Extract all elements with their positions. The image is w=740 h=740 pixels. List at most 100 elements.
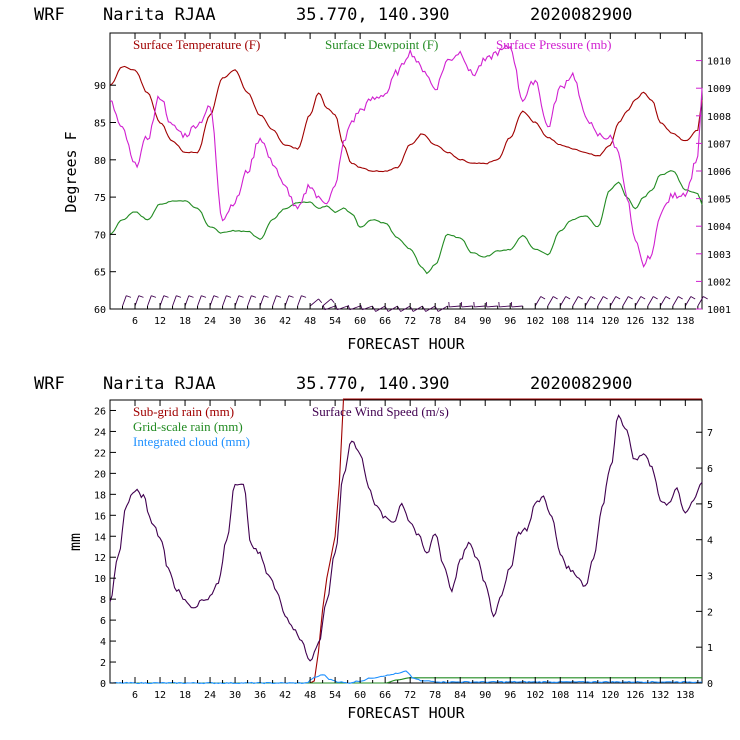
wind-barb-staff xyxy=(172,295,177,307)
panel2-model: WRF xyxy=(34,374,65,394)
wind-barb-flag xyxy=(330,298,335,304)
y-tick-label-75: 75 xyxy=(94,193,106,204)
legend-integrated-cloud: Integrated cloud (mm) xyxy=(133,434,250,449)
wind-barb-staff xyxy=(622,296,629,307)
wind-barb-staff xyxy=(449,305,461,308)
y2-tick-label-1005: 1005 xyxy=(707,195,731,206)
series-line-surface-temperature-f xyxy=(109,65,703,173)
x-tick-label-66: 66 xyxy=(379,316,391,327)
y-tick-label-60: 60 xyxy=(94,305,106,316)
panel1-ylabel: Degrees F xyxy=(62,131,80,212)
x-tick-label-54: 54 xyxy=(329,690,341,701)
y-tick-label-0: 0 xyxy=(100,679,106,690)
x-tick-label-6: 6 xyxy=(132,316,138,327)
y2-tick-label-2: 2 xyxy=(707,607,713,618)
wind-barb-flag xyxy=(640,296,646,300)
panel2-station: Narita RJAA xyxy=(103,374,216,394)
x-tick-label-120: 120 xyxy=(601,316,619,327)
x-tick-label-12: 12 xyxy=(154,316,166,327)
y-tick-label-18: 18 xyxy=(94,490,106,501)
wind-barb-flag xyxy=(151,295,157,298)
wind-barb-flag xyxy=(360,304,363,310)
wind-barb-flag xyxy=(553,296,558,300)
wind-barb-staff xyxy=(511,305,523,308)
x-tick-label-138: 138 xyxy=(676,316,694,327)
x-tick-label-12: 12 xyxy=(154,690,166,701)
wind-barb-flag xyxy=(628,296,633,300)
wind-barb-staff xyxy=(209,295,215,307)
wind-barb-staff xyxy=(234,295,240,307)
x-tick-label-102: 102 xyxy=(526,690,544,701)
x-tick-label-114: 114 xyxy=(576,690,594,701)
wind-barb-staff xyxy=(375,305,386,312)
y2-tick-label-1008: 1008 xyxy=(707,112,731,123)
wind-barb-flag xyxy=(665,296,671,300)
x-tick-label-6: 6 xyxy=(132,690,138,701)
legend-surface-pressure: Surface Pressure (mb) xyxy=(496,37,612,52)
wind-barb-staff xyxy=(272,295,277,307)
y-tick-label-16: 16 xyxy=(94,511,106,522)
wind-barb-staff xyxy=(362,305,373,311)
x-tick-label-72: 72 xyxy=(404,690,416,701)
x-tick-label-96: 96 xyxy=(504,316,516,327)
x-tick-label-96: 96 xyxy=(504,690,516,701)
x-tick-label-114: 114 xyxy=(576,316,594,327)
panel2-ylabel: mm xyxy=(66,533,84,551)
wind-barb-flag xyxy=(385,306,389,312)
wind-barb-flag xyxy=(653,296,658,300)
wind-barb-flag xyxy=(126,295,132,298)
wind-barb-staff xyxy=(584,296,592,307)
wind-barb-flag xyxy=(201,295,207,298)
x-tick-label-108: 108 xyxy=(551,316,569,327)
x-tick-label-90: 90 xyxy=(479,316,491,327)
x-tick-label-84: 84 xyxy=(454,690,466,701)
series-line-surface-pressure-mb xyxy=(109,44,703,269)
wind-barb-staff xyxy=(134,295,140,307)
panel1-model: WRF xyxy=(34,5,65,25)
x-tick-label-18: 18 xyxy=(179,690,191,701)
y-tick-label-22: 22 xyxy=(94,448,106,459)
panel2-coords: 35.770, 140.390 xyxy=(296,374,450,394)
y2-tick-label-1009: 1009 xyxy=(707,84,731,95)
x-tick-label-60: 60 xyxy=(354,690,366,701)
y2-tick-label-1006: 1006 xyxy=(707,167,731,178)
x-tick-label-24: 24 xyxy=(204,690,216,701)
y2-tick-label-5: 5 xyxy=(707,500,713,511)
wind-barb-staff xyxy=(559,296,567,307)
x-tick-label-102: 102 xyxy=(526,316,544,327)
x-tick-label-48: 48 xyxy=(304,316,316,327)
y2-tick-label-0: 0 xyxy=(707,679,713,690)
x-tick-label-108: 108 xyxy=(551,690,569,701)
panel1-xlabel: FORECAST HOUR xyxy=(347,335,465,353)
wind-barb-staff xyxy=(474,305,486,308)
wind-barb-flag xyxy=(615,296,621,300)
wind-barb-flag xyxy=(565,296,571,300)
legend-surface-wind-speed: Surface Wind Speed (m/s) xyxy=(312,404,449,419)
wind-barb-staff xyxy=(634,296,642,307)
x-tick-label-66: 66 xyxy=(379,690,391,701)
series-line-integrated-cloud-mm xyxy=(109,670,703,685)
wind-barb-staff xyxy=(412,305,423,312)
wind-barb-flag xyxy=(690,296,696,300)
wind-barb-staff xyxy=(297,295,302,307)
x-tick-label-18: 18 xyxy=(179,316,191,327)
wind-barb-staff xyxy=(425,305,436,312)
x-tick-label-36: 36 xyxy=(254,690,266,701)
wind-barb-staff xyxy=(337,305,348,311)
wind-barb-flag xyxy=(226,295,232,298)
wind-barb-staff xyxy=(697,296,704,307)
wind-barb-staff xyxy=(672,296,679,307)
wind-barb-staff xyxy=(647,296,654,307)
legend-gridscale-rain: Grid-scale rain (mm) xyxy=(133,419,243,434)
wind-barb-flag xyxy=(578,296,583,300)
wind-barb-staff xyxy=(309,298,319,307)
legend-subgrid-rain: Sub-grid rain (mm) xyxy=(133,404,234,419)
wind-barb-staff xyxy=(247,295,252,307)
temperature-panel: WRF Narita RJAA 35.770, 140.390 20200829… xyxy=(34,5,731,353)
x-tick-label-138: 138 xyxy=(676,690,694,701)
wind-barb-flag xyxy=(318,298,323,304)
wind-barb-staff xyxy=(437,305,448,312)
wind-barb-staff xyxy=(122,295,127,307)
x-tick-label-42: 42 xyxy=(279,316,291,327)
wind-barb-staff xyxy=(534,296,542,307)
